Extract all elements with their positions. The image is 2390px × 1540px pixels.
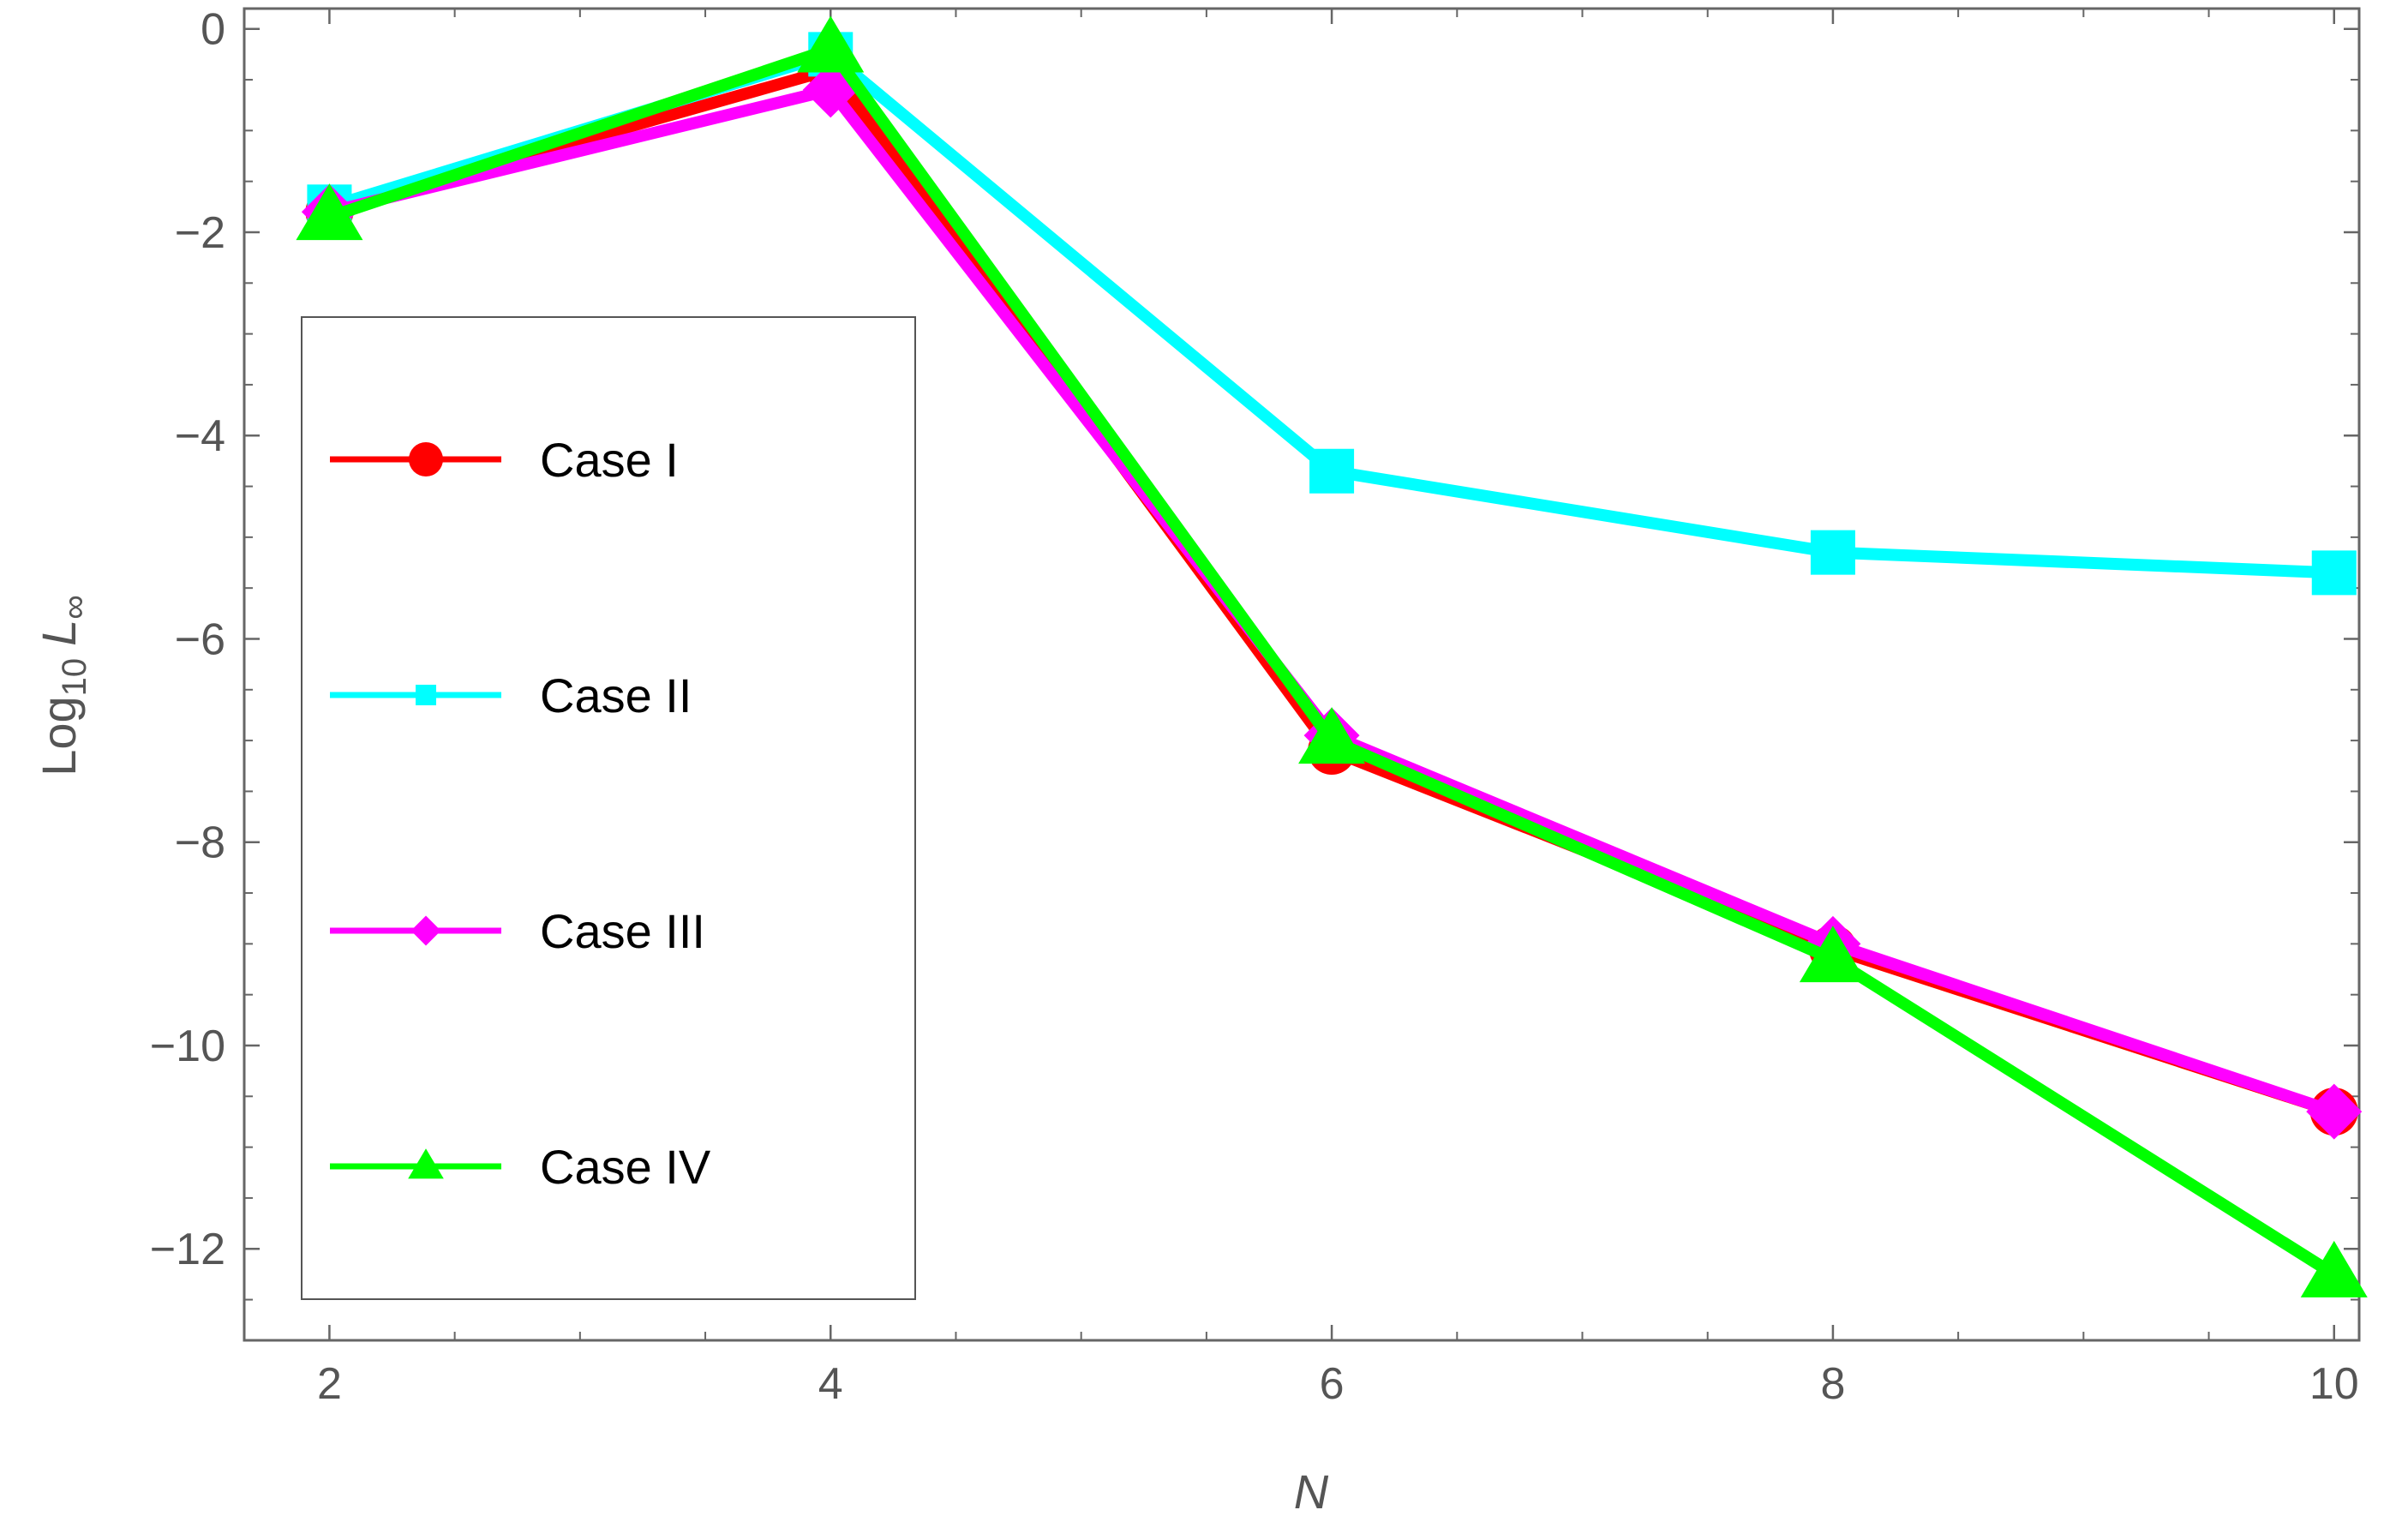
y-tick-label: −12 <box>150 1225 225 1274</box>
x-tick-label: 4 <box>818 1359 843 1409</box>
x-tick-label: 6 <box>1320 1359 1345 1409</box>
x-tick-label: 10 <box>2309 1359 2359 1409</box>
legend-label-case-iii: Case III <box>540 904 705 958</box>
y-tick-label: −10 <box>150 1022 225 1071</box>
plot-frame <box>243 7 2361 1342</box>
legend-box <box>301 316 916 1300</box>
svg-text:Log10L∞: Log10 L∞ <box>32 595 93 776</box>
y-tick-label: 0 <box>201 5 225 55</box>
data-point-case-iv <box>797 15 865 73</box>
x-tick-label: 8 <box>1820 1359 1845 1409</box>
legend: Case I Case II Case III Case IV <box>301 316 916 1300</box>
legend-entries: Case I Case II Case III Case IV <box>330 433 711 1194</box>
y-tick-label: −6 <box>175 614 225 664</box>
data-point-case-ii <box>1309 448 1355 494</box>
legend-entry-case-i: Case I <box>330 433 679 487</box>
y-axis-label: Log10 L∞ <box>32 595 93 776</box>
series-case-iv <box>296 15 2368 1297</box>
legend-entry-case-iv: Case IV <box>330 1140 711 1194</box>
legend-marker-case-ii <box>416 685 436 705</box>
series-layer <box>296 15 2368 1297</box>
x-axis-label: N <box>1294 1465 1329 1519</box>
y-axis-label-main: Log <box>32 696 86 776</box>
legend-label-case-i: Case I <box>540 433 679 487</box>
y-axis-label-var: L <box>32 620 86 646</box>
y-tick-label: −2 <box>175 208 225 258</box>
legend-marker-case-iv <box>408 1148 444 1179</box>
data-point-case-iii <box>2306 1083 2363 1140</box>
y-ticks: 0 −2 −4 −6 −8 −10 −12 <box>150 5 2359 1274</box>
y-tick-label: −8 <box>175 818 225 868</box>
x-tick-label: 2 <box>317 1359 342 1409</box>
data-point-case-ii <box>2311 550 2357 596</box>
x-ticks: 2 4 6 8 10 <box>317 9 2359 1409</box>
data-point-case-iv <box>2300 1240 2368 1297</box>
y-tick-label: −4 <box>175 411 225 461</box>
data-point-case-iv <box>1298 707 1366 764</box>
legend-entry-case-ii: Case II <box>330 668 692 722</box>
legend-entry-case-iii: Case III <box>330 904 705 958</box>
legend-marker-case-iii <box>410 915 441 946</box>
data-point-case-iv <box>296 183 363 241</box>
y-axis-label-var-sub: ∞ <box>56 595 93 620</box>
data-point-case-ii <box>1810 530 1855 575</box>
data-point-case-iv <box>1799 926 1866 983</box>
legend-marker-case-i <box>409 442 443 476</box>
y-axis-label-sub: 10 <box>56 658 93 697</box>
legend-label-case-iv: Case IV <box>540 1140 711 1194</box>
legend-label-case-ii: Case II <box>540 668 692 722</box>
